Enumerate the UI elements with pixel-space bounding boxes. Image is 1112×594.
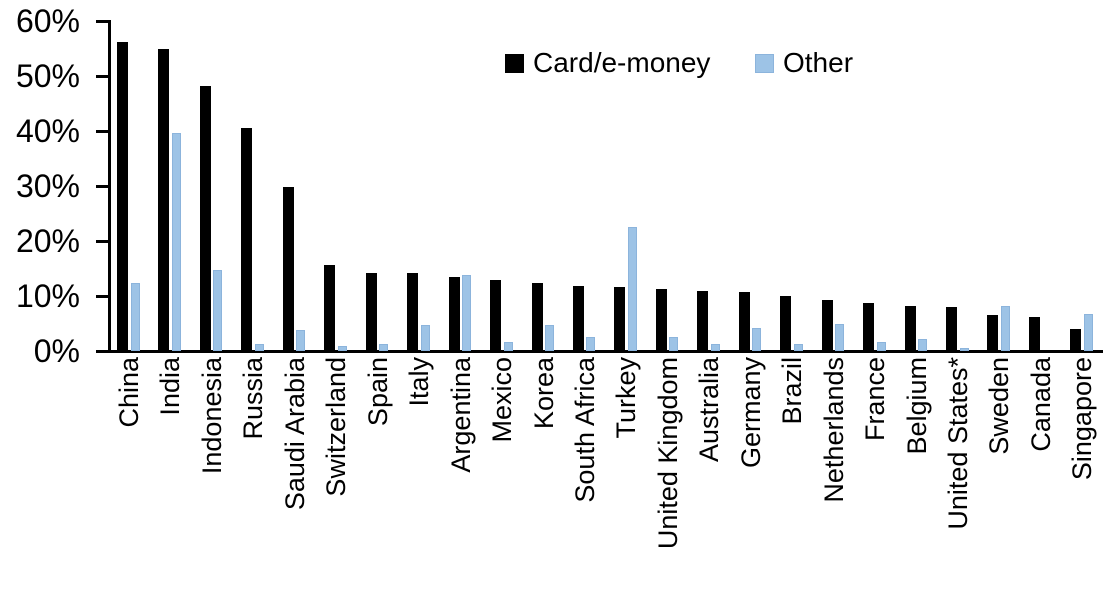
bar-card-e-money [1070,329,1082,351]
bar-other [379,343,389,351]
x-axis-category-label: France [860,357,891,442]
legend-swatch-card-e-money [505,53,524,73]
x-axis-line [108,350,1103,353]
bar-card-e-money [282,187,294,351]
x-axis-category-label: Singapore [1067,357,1098,481]
y-axis-tick-mark [96,239,110,243]
y-axis-tick-label: 60% [15,3,80,39]
bar-other [710,344,720,351]
bar-other [462,275,472,351]
bar-other [918,338,928,351]
bar-other [586,336,596,351]
x-axis-category-label: India [155,357,186,416]
legend-item-card-e-money: Card/e-money [505,47,710,78]
y-axis-tick-mark [96,349,110,353]
bar-other [1083,313,1093,351]
x-axis-category-label: Belgium [901,357,932,455]
bar-other [876,341,886,351]
bar-other [130,283,140,351]
bar-card-e-money [531,282,543,351]
x-axis-category-label: Switzerland [321,357,352,497]
bar-card-e-money [365,272,377,351]
bar-card-e-money [199,85,211,351]
bar-card-e-money [117,41,128,351]
y-axis-tick-mark [96,294,110,298]
legend-swatch-other [755,53,774,73]
y-axis-tick-label: 10% [15,278,80,314]
y-axis-tick-mark [96,19,110,23]
bar-card-e-money [821,299,833,351]
x-axis-category-label: Canada [1025,357,1056,452]
bar-other [627,226,637,351]
legend-label-card-e-money: Card/e-money [533,47,711,78]
bar-card-e-money [987,314,999,351]
y-axis-tick-label: 20% [15,223,80,259]
x-axis-category-label: South Africa [569,357,600,503]
y-axis-tick-label: 0% [33,333,80,369]
bar-other [1000,306,1010,351]
bar-other [171,132,181,351]
y-axis-tick-label: 40% [15,113,80,149]
bar-card-e-money [1028,317,1040,351]
x-axis-category-label: Brazil [777,357,808,425]
y-axis-tick-label: 30% [15,168,80,204]
y-axis-tick-label: 50% [15,58,80,94]
x-axis-category-label: Italy [404,357,435,407]
bar-card-e-money [697,291,709,351]
x-axis-category-label: Netherlands [818,357,849,503]
x-axis-category-label: Indonesia [196,357,227,475]
legend-label-other: Other [783,47,854,78]
x-axis-category-label: Spain [362,357,393,427]
bar-other [752,328,762,351]
x-axis-category-label: Turkey [611,357,642,439]
bar-other [420,324,430,351]
bar-card-e-money [448,277,460,351]
y-axis-tick-mark [96,184,110,188]
bar-card-e-money [490,279,502,351]
y-axis-tick-mark [96,129,110,133]
bar-other [254,343,264,351]
bar-other [545,325,554,351]
x-axis-category-label: Korea [528,357,559,430]
y-axis-tick-mark [96,74,110,78]
bar-other [503,342,513,351]
x-axis-category-label: Germany [735,357,766,469]
x-axis-category-label: United Kingdom [652,357,683,550]
bar-card-e-money [946,307,957,351]
bar-card-e-money [324,265,336,351]
bar-card-e-money [904,305,916,351]
bar-card-e-money [572,286,584,351]
bar-other [793,343,803,351]
x-axis-category-label: Russia [238,357,269,440]
x-axis-category-label: Sweden [984,357,1015,455]
x-axis-category-label: China [114,357,144,428]
x-axis-category-label: Saudi Arabia [279,357,310,511]
x-axis-category-label: Australia [694,357,725,463]
bar-card-e-money [241,128,253,351]
x-axis-category-label: United States* [943,357,973,530]
bar-card-e-money [863,302,875,351]
bar-other [835,323,845,351]
bar-card-e-money [158,48,170,351]
bar-card-e-money [407,273,419,351]
bar-other [337,346,347,351]
x-axis-category-label: Argentina [445,357,476,473]
x-axis-category-label: Mexico [487,357,518,443]
legend-item-other: Other [755,47,853,78]
bar-card-e-money [738,292,750,351]
bar-card-e-money [614,287,626,351]
bar-other [213,270,223,351]
bar-other [959,348,969,351]
bar-other [669,336,679,351]
bar-card-e-money [780,296,792,351]
bar-other [296,329,306,351]
bar-card-e-money [655,289,667,351]
